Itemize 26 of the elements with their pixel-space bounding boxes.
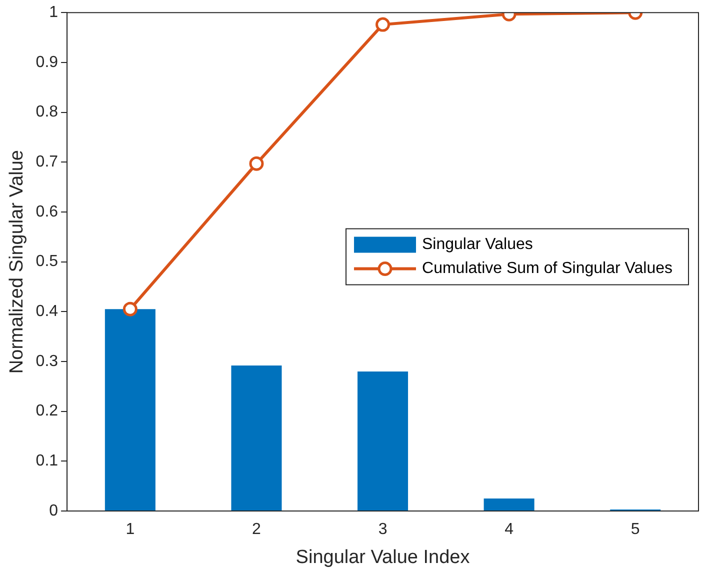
x-tick-label: 2 <box>252 521 262 538</box>
x-tick-label: 1 <box>126 521 135 538</box>
bar <box>358 371 408 510</box>
point <box>249 156 264 171</box>
y-tick-label: 0 <box>49 502 58 520</box>
point <box>122 302 138 316</box>
y-tick-label: 0.7 <box>36 154 58 171</box>
x-tick-label: 5 <box>630 521 640 538</box>
bar <box>231 365 282 510</box>
y-tick-label: 0.3 <box>36 352 58 370</box>
x-tick-label: 3 <box>378 521 388 538</box>
x-axis-title: Singular Value Index <box>296 546 470 568</box>
y-tick-label: 0.5 <box>36 253 58 270</box>
y-tick-label: 0.1 <box>36 452 58 470</box>
y-tick-label: 0.9 <box>36 54 58 71</box>
y-axis-title: Normalized Singular Value <box>6 150 28 374</box>
y-tick-label: 1 <box>49 4 58 22</box>
y-tick-label: 0.4 <box>36 303 58 320</box>
legend-label: Singular Values <box>422 236 533 254</box>
legend-label: Cumulative Sum of Singular Values <box>422 260 673 278</box>
x-tick-label: 4 <box>504 521 514 538</box>
bar <box>104 309 156 510</box>
y-tick-label: 0.2 <box>36 402 58 420</box>
y-tick-label: 0.8 <box>36 104 58 121</box>
y-tick-label: 0.6 <box>36 203 58 220</box>
bar <box>484 498 534 510</box>
